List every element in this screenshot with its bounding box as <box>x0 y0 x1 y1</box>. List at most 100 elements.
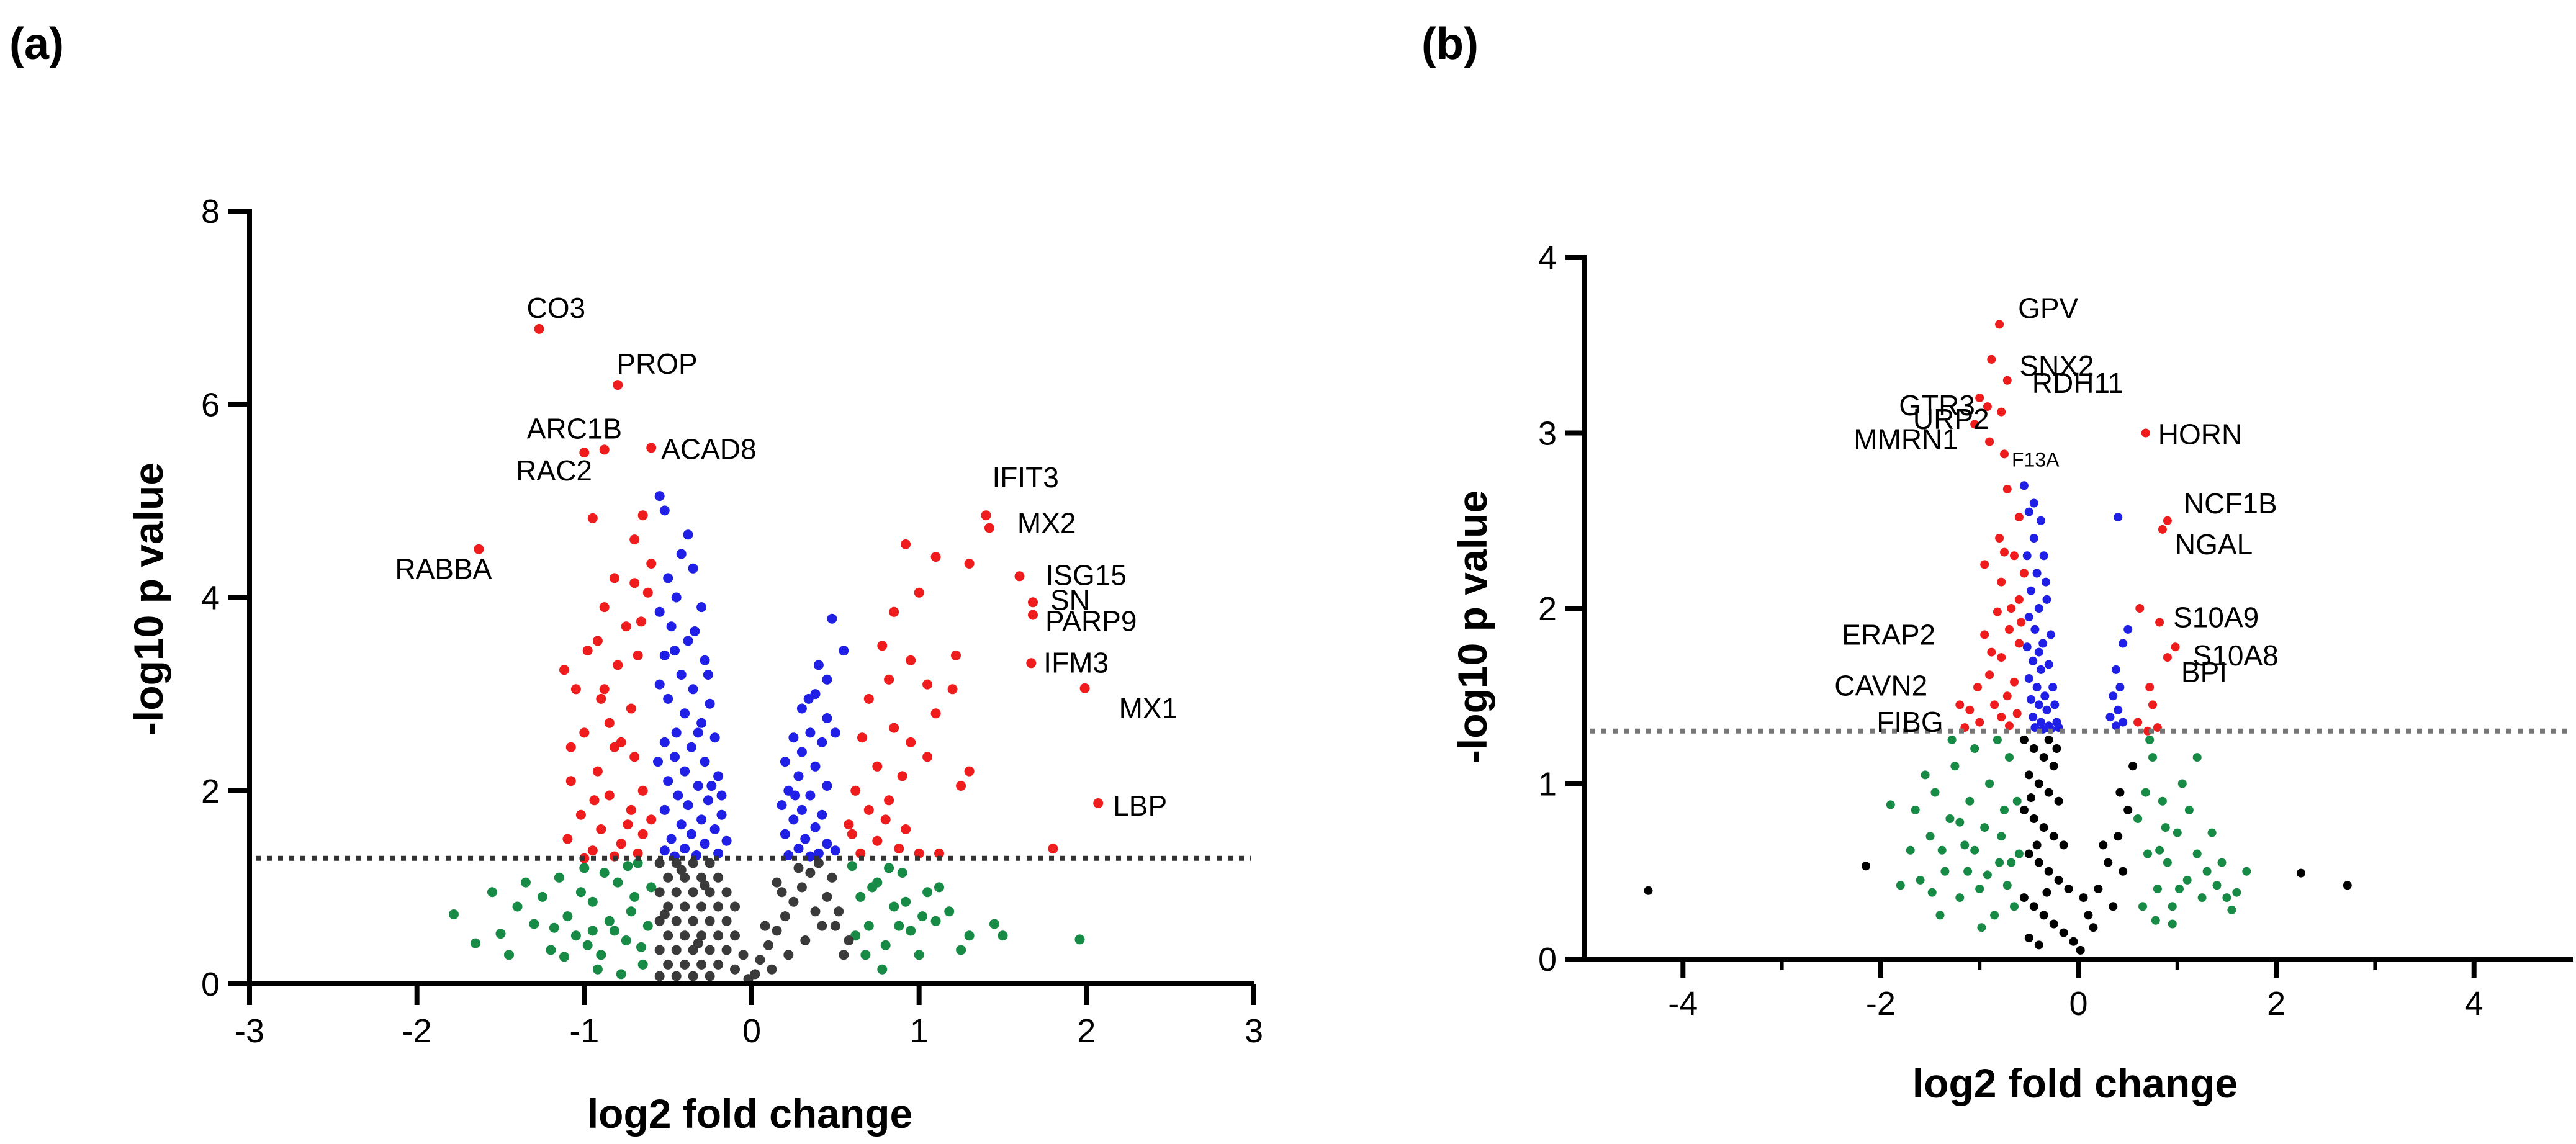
point-green <box>2148 753 2157 762</box>
point-green <box>1960 840 1970 850</box>
point-green <box>2173 828 2182 837</box>
point-red <box>562 834 573 844</box>
gene-label: HORN <box>2158 418 2242 451</box>
point-black <box>2044 735 2053 744</box>
point-green <box>1886 800 1895 809</box>
panel-a-axes: 0 2 4 6 8 -3 -2 -1 0 1 2 3 <box>201 193 1263 1050</box>
point-red <box>2014 639 2024 648</box>
point-green <box>922 887 933 898</box>
point-black <box>2049 832 2058 841</box>
point-blue <box>2112 721 2120 731</box>
point-red <box>906 655 916 665</box>
point-red <box>565 776 576 786</box>
panel-b: (b) 0 1 2 3 4 -4 -2 0 2 4 GPV SNX2 GTR3 RDH11 URP2MMR… <box>1421 19 2573 1106</box>
gene-label: FIBG <box>1876 706 1943 738</box>
point-red <box>646 559 657 569</box>
point-blue <box>686 742 696 752</box>
point-gray <box>772 926 782 936</box>
point-black <box>2039 753 2048 762</box>
point-black <box>2034 858 2043 867</box>
point-blue <box>2029 656 2038 665</box>
point-green <box>1925 832 1935 841</box>
point-red <box>1093 798 1104 808</box>
point-red <box>2000 449 2009 459</box>
point-green <box>2175 885 2184 893</box>
point-blue <box>703 795 713 806</box>
point-red <box>857 732 867 743</box>
point-black <box>2343 881 2352 890</box>
x-tick-label: -2 <box>402 1012 432 1050</box>
point-gray <box>844 935 854 945</box>
point-green <box>1997 832 2006 841</box>
y-tick-label: 4 <box>201 580 220 617</box>
gene-label: ACAD8 <box>661 433 756 465</box>
point-blue <box>2044 660 2053 669</box>
point-gray <box>796 882 807 893</box>
point-blue <box>2037 665 2045 674</box>
point-blue <box>2050 700 2060 709</box>
point-blue <box>709 732 720 743</box>
x-tick-label: 0 <box>742 1012 761 1050</box>
point-blue <box>788 814 799 825</box>
point-black <box>2044 788 2053 797</box>
point-red <box>2153 723 2162 732</box>
point-blue <box>2115 683 2125 692</box>
point-green <box>636 942 646 952</box>
point-green <box>914 950 924 960</box>
point-green <box>1074 934 1085 945</box>
point-red <box>582 646 593 656</box>
point-blue <box>666 621 677 632</box>
point-black <box>2019 805 2029 814</box>
point-blue <box>2038 639 2048 648</box>
point-red <box>1993 607 2002 616</box>
point-black <box>2049 762 2058 771</box>
gene-label: MMRN1 <box>1853 423 1958 455</box>
point-green <box>880 940 891 950</box>
point-green <box>956 945 966 955</box>
point-blue <box>683 529 693 540</box>
point-blue <box>659 804 670 815</box>
y-tick-label: 3 <box>1538 415 1557 453</box>
point-gray <box>788 896 799 907</box>
x-tick-label: -3 <box>235 1012 264 1050</box>
point-green <box>2212 881 2222 890</box>
point-red <box>2158 525 2167 534</box>
point-red <box>596 693 606 704</box>
point-red <box>637 829 648 839</box>
point-green <box>626 906 636 917</box>
point-green <box>877 964 888 975</box>
point-red <box>922 679 933 690</box>
point-green <box>2007 858 2016 867</box>
point-black <box>2034 940 2043 950</box>
point-green <box>549 922 559 933</box>
point-green <box>2161 823 2170 832</box>
panel-b-points <box>1644 320 2352 955</box>
point-green <box>1970 744 1979 753</box>
point-black <box>2024 934 2033 943</box>
point-green <box>1985 779 1994 788</box>
point-red <box>2171 642 2180 652</box>
y-tick-label: 1 <box>1538 766 1557 803</box>
point-green <box>504 950 514 960</box>
point-blue <box>810 761 821 772</box>
point-red <box>872 835 883 846</box>
point-green <box>1940 867 1950 876</box>
point-blue <box>676 819 687 830</box>
point-green <box>1995 858 2004 867</box>
point-gray <box>817 921 827 931</box>
point-green <box>884 863 894 873</box>
point-gray <box>676 865 687 875</box>
point-blue <box>713 771 724 781</box>
point-red <box>621 621 631 632</box>
point-black <box>2024 770 2033 780</box>
point-blue <box>696 718 707 728</box>
gene-label: IFIT3 <box>993 461 1059 493</box>
point-red <box>863 804 874 815</box>
gene-label: PROP <box>616 348 697 380</box>
point-black <box>2094 885 2103 893</box>
gene-label: ERAP2 <box>1842 618 1935 651</box>
point-blue <box>680 708 690 719</box>
point-green <box>2002 881 2012 890</box>
point-blue <box>659 505 670 516</box>
